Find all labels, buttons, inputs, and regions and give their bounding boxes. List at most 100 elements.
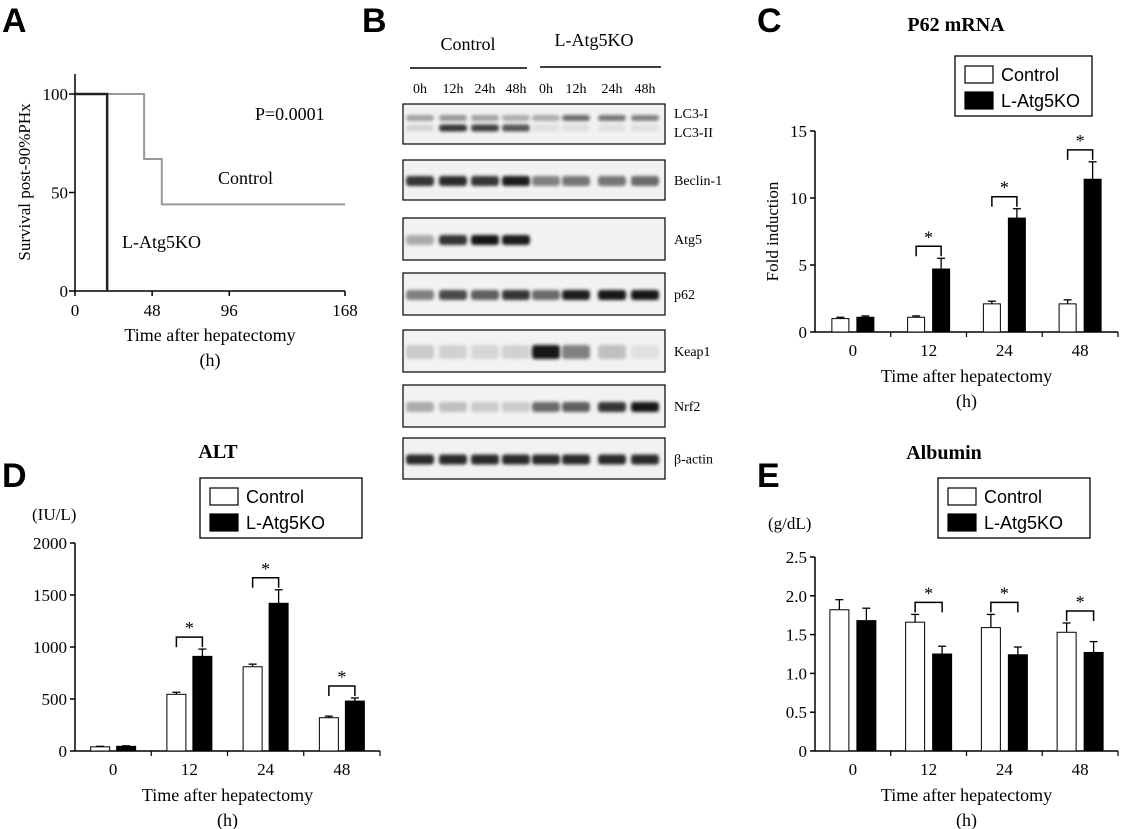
significance-marker: * [1000, 583, 1009, 603]
chart-title: P62 mRNA [907, 14, 1005, 36]
survival-line-l-atg5ko [75, 92, 109, 291]
x-tick-label: 168 [332, 301, 358, 320]
bar-chart-albumin: Albumin 0 0.5 1.0 1.5 2.0 2.5 0 12 * 24 * 48 * (g/dL) T… [768, 442, 1119, 829]
blot-band [631, 345, 659, 359]
y-tick-label: 50 [51, 184, 68, 203]
x-axis-label: Time after hepatectomy [142, 785, 313, 805]
x-tick-label: 24 [996, 760, 1014, 779]
y-tick-label: 0 [799, 742, 808, 761]
legend-swatch [947, 513, 977, 532]
y-tick-label: 1.5 [786, 626, 807, 645]
blot-band [631, 290, 659, 300]
x-tick-label: 12 [920, 760, 937, 779]
bar-control [980, 627, 1001, 752]
blot-band [471, 345, 499, 359]
blot-band [562, 115, 590, 121]
significance-bracket [915, 245, 942, 257]
blot-label: Beclin-1 [674, 174, 722, 189]
bar-chart-p62-mrna: P62 mRNA 0 5 10 15 0 12 * 24 * 48 * Fold induction Ti… [763, 14, 1119, 412]
blot-row-lc3-i: LC3-I LC3-II [402, 103, 713, 145]
blot-band [471, 115, 499, 121]
bar-control [1056, 631, 1077, 752]
significance-bracket [1066, 149, 1094, 160]
y-tick-label: 0 [59, 742, 68, 761]
blot-band [471, 290, 499, 300]
panel-letter-d: D [2, 457, 27, 495]
panel-letter-c: C [757, 2, 782, 40]
blot-band [406, 454, 434, 465]
significance-bracket [991, 195, 1018, 207]
y-tick-label: 0 [60, 282, 69, 301]
legend-swatch [964, 65, 994, 84]
x-axis-unit: (h) [956, 810, 977, 829]
blot-band [406, 235, 434, 245]
blot-band [406, 345, 434, 359]
blot-band [598, 115, 626, 121]
significance-marker: * [261, 559, 270, 579]
bar-control [907, 316, 926, 333]
blot-band [598, 402, 626, 412]
blot-band [406, 290, 434, 300]
bar-l-atg5ko [1007, 654, 1028, 752]
blot-band [562, 345, 590, 359]
y-tick-label: 10 [790, 189, 807, 208]
blot-band [406, 402, 434, 412]
bar-l-atg5ko [344, 700, 365, 752]
blot-band [532, 290, 560, 300]
x-tick-label: 12 [181, 760, 198, 779]
y-tick-label: 5 [799, 256, 808, 275]
blot-band [502, 115, 530, 121]
blot-row-atg5: Atg5 [402, 217, 702, 261]
bar-l-atg5ko [1083, 178, 1102, 333]
blot-band [439, 235, 467, 245]
x-axis-unit: (h) [956, 391, 977, 412]
blot-band [502, 124, 530, 132]
significance-bracket [914, 601, 943, 613]
significance-marker: * [337, 667, 346, 687]
western-blot: Control L-Atg5KO 0h 12h 24h 48h 0h 12h 24h 48h … [402, 30, 722, 480]
legend: Control L-Atg5KO [954, 55, 1093, 117]
blot-band [631, 454, 659, 465]
bar-l-atg5ko [856, 620, 877, 752]
blot-band [562, 454, 590, 465]
blot-band [532, 345, 560, 359]
blot-band [471, 124, 499, 132]
blot-band [532, 176, 560, 186]
bar-control [905, 621, 926, 752]
blot-band [532, 402, 560, 412]
blot-band [631, 402, 659, 412]
blot-band [502, 290, 530, 300]
blot-row--actin: β-actin [402, 437, 713, 480]
bar-l-atg5ko [116, 745, 137, 752]
blot-band [631, 176, 659, 186]
blot-band [502, 454, 530, 465]
y-tick-label: 2000 [33, 534, 67, 553]
blot-row-p62: p62 [402, 272, 695, 316]
significance-bracket [328, 685, 356, 696]
legend-swatch [209, 513, 239, 532]
x-tick-label: 24 [257, 760, 275, 779]
blot-band [439, 115, 467, 121]
significance-marker: * [185, 618, 194, 638]
bar-control [166, 693, 187, 752]
blot-band [439, 176, 467, 186]
blot-band [406, 124, 434, 132]
bar-control [242, 666, 263, 752]
blot-label: LC3-I [674, 107, 709, 122]
significance-bracket [251, 577, 280, 588]
blot-band [532, 115, 560, 121]
x-tick-label: 48 [1072, 760, 1089, 779]
blot-band [598, 176, 626, 186]
bar-l-atg5ko [1083, 651, 1104, 752]
blot-band [471, 402, 499, 412]
legend-swatch [964, 91, 994, 110]
y-tick-label: 1000 [33, 638, 67, 657]
bar-control [829, 609, 850, 752]
blot-label: Keap1 [674, 345, 711, 360]
lane-label: 24h [602, 82, 623, 97]
bar-control [982, 303, 1001, 333]
bar-l-atg5ko [856, 316, 875, 333]
x-tick-label: 48 [144, 301, 161, 320]
legend: Control L-Atg5KO [937, 477, 1091, 539]
unit-label: (IU/L) [32, 505, 76, 524]
